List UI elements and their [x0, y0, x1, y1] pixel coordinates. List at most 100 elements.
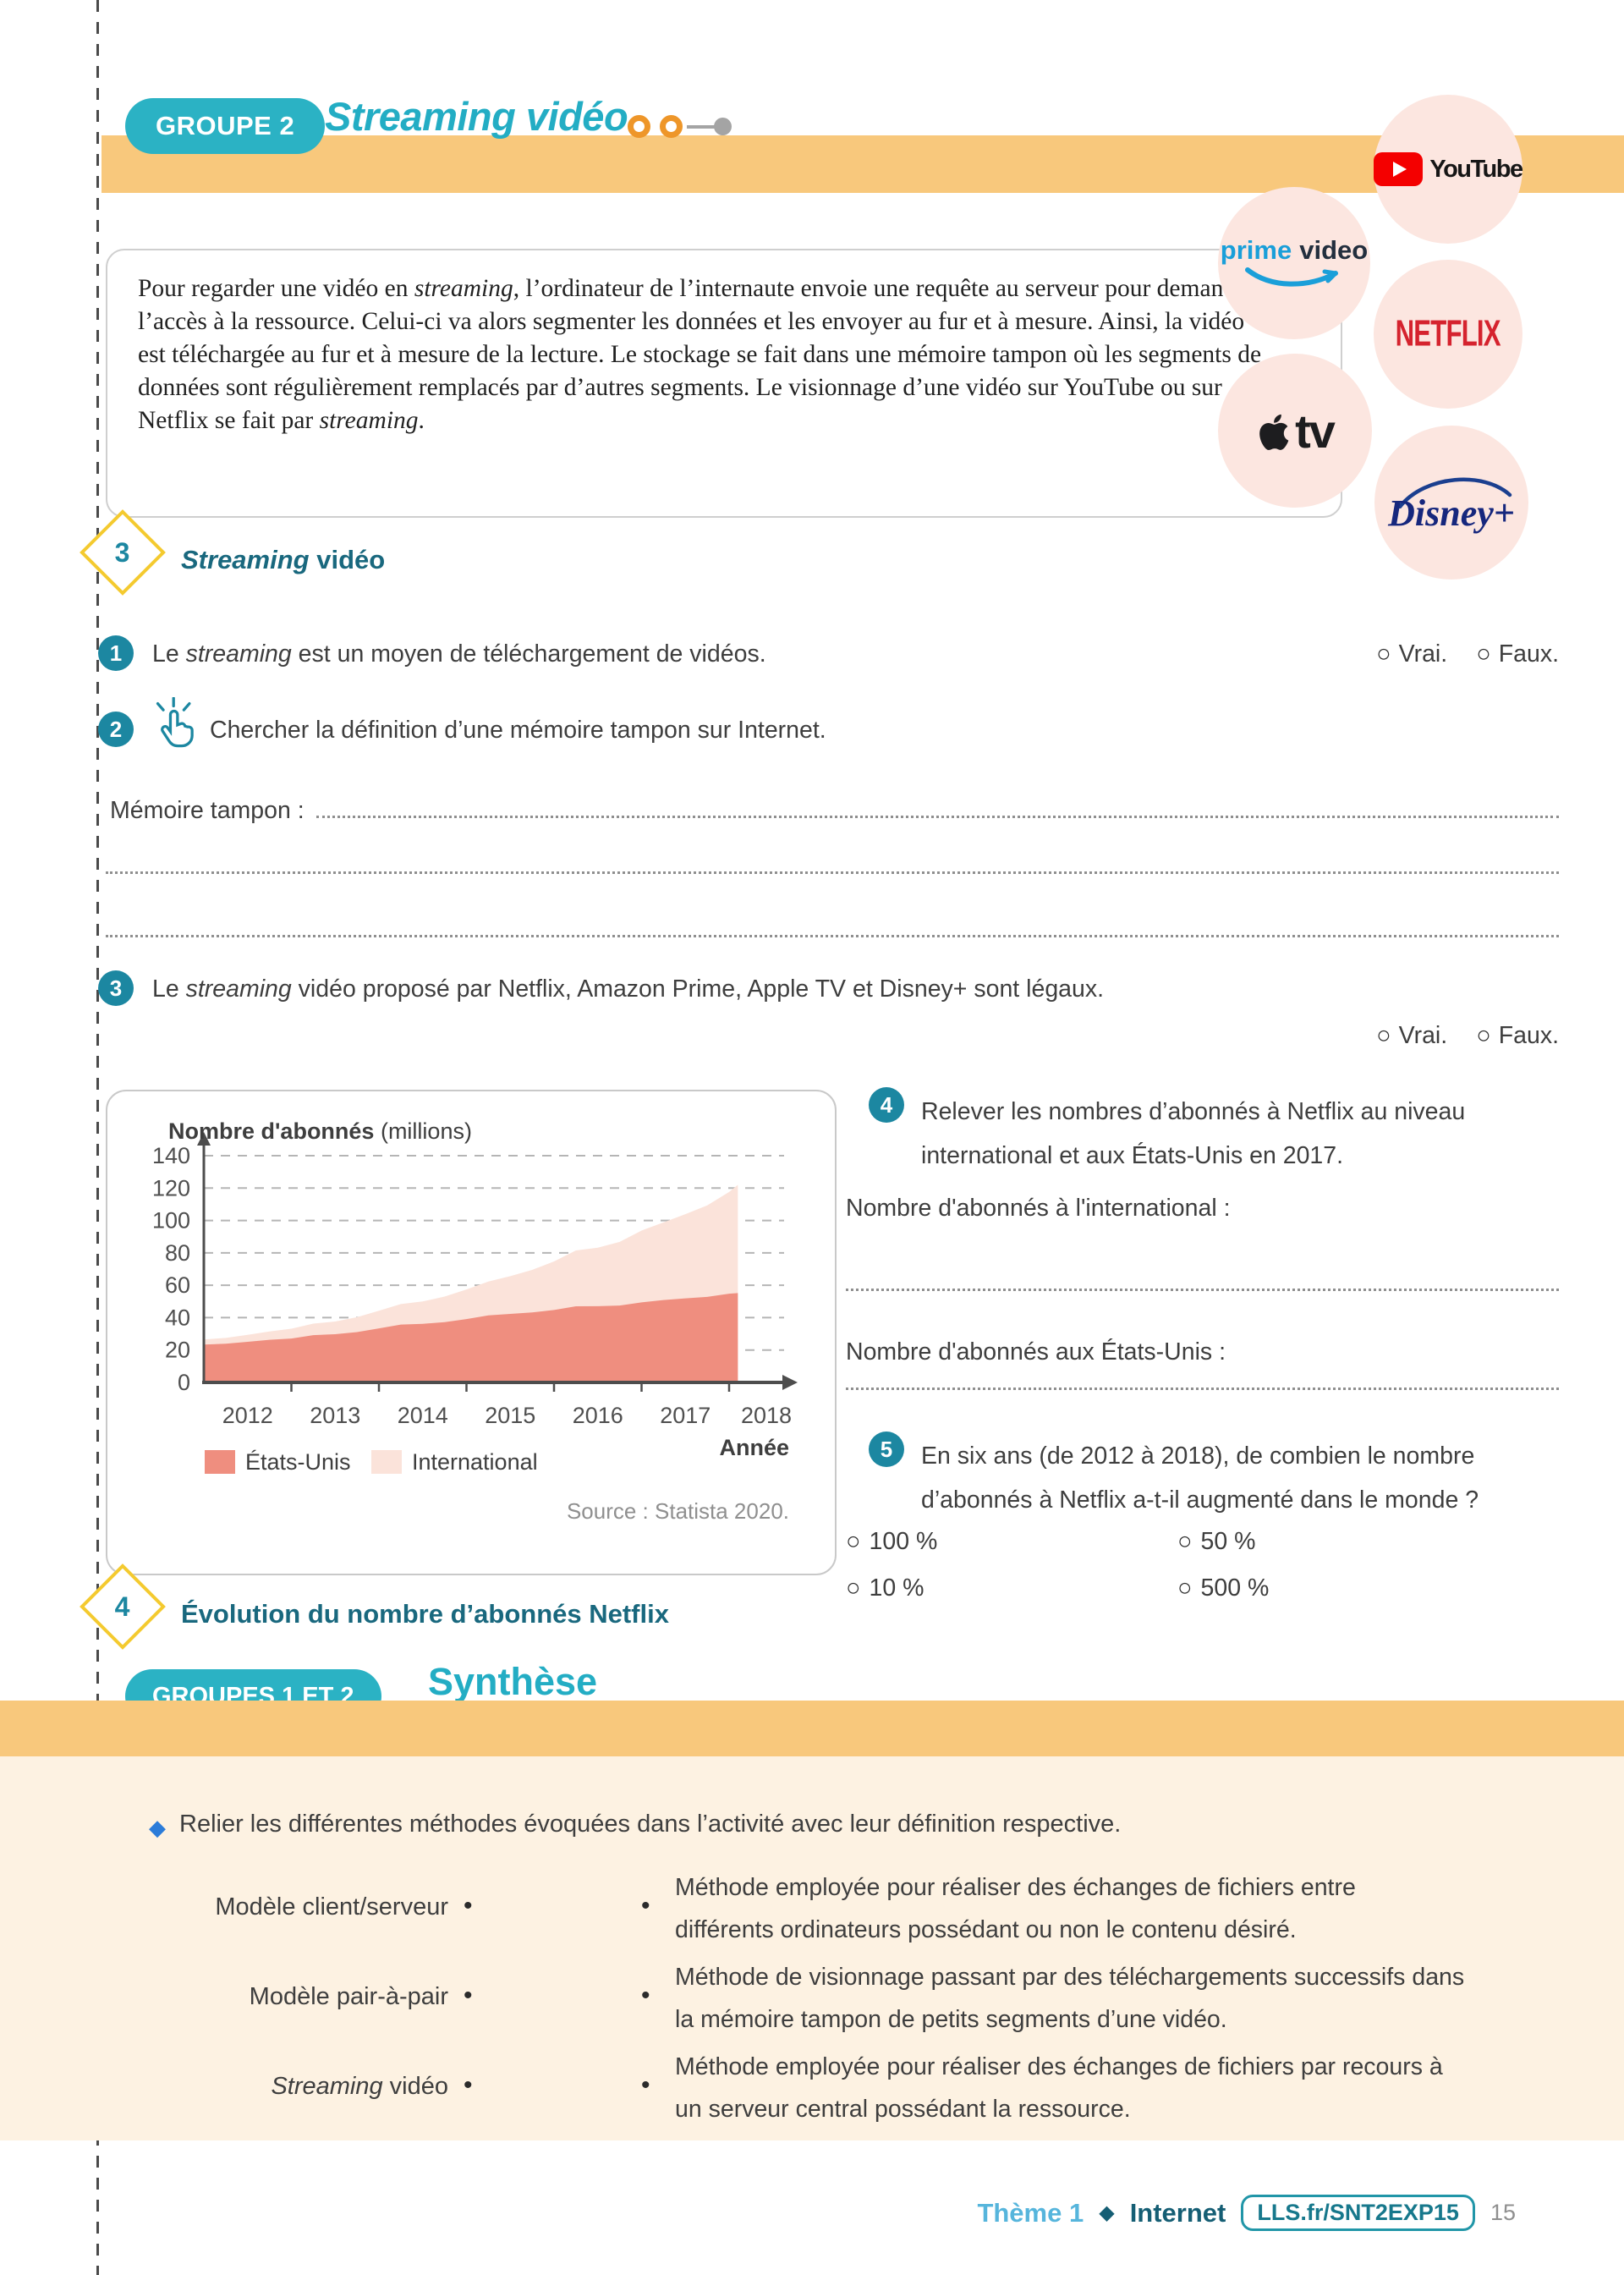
prime-video-logo: prime video [1218, 187, 1370, 339]
vrai-label: Vrai. [1398, 640, 1448, 668]
radio-icon: ○ [846, 1574, 861, 1602]
option-label: 50 % [1200, 1528, 1256, 1555]
match-term-streaming-video: Streaming vidéo [271, 2073, 448, 2100]
match-dot-left[interactable]: • [464, 2071, 473, 2099]
option-label: 10 % [869, 1574, 924, 1602]
appletv-wordmark: tv [1295, 404, 1336, 458]
question-2-text: Chercher la définition d’une mémoire tam… [210, 717, 826, 744]
svg-text:2018: 2018 [741, 1403, 792, 1428]
faux-option[interactable]: ○ Faux. [1476, 640, 1559, 668]
svg-text:80: 80 [165, 1240, 190, 1266]
option-label: 500 % [1200, 1574, 1270, 1602]
svg-text:Année: Année [719, 1435, 789, 1460]
question-4-text: Relever les nombres d’abonnés à Netflix … [921, 1098, 1466, 1169]
option-10[interactable]: ○ 10 % [846, 1574, 1177, 1602]
radio-icon: ○ [1376, 640, 1391, 668]
video-wordmark: video [1299, 235, 1369, 265]
match-dot-right[interactable]: • [641, 1981, 650, 2009]
synthesis-title: Synthèse [428, 1660, 598, 1703]
lls-reference-link[interactable]: LLS.fr/SNT2EXP15 [1241, 2195, 1475, 2231]
youtube-wordmark: YouTube [1429, 155, 1523, 183]
option-100[interactable]: ○ 100 % [846, 1528, 1177, 1556]
group-badge: GROUPE 2 [125, 98, 326, 154]
option-50[interactable]: ○ 50 % [1177, 1528, 1506, 1556]
match-term-pair-a-pair: Modèle pair-à-pair [249, 1983, 448, 2010]
faux-label: Faux. [1498, 1022, 1559, 1049]
question-1-truefalse: ○ Vrai. ○ Faux. [1376, 640, 1559, 668]
prime-wordmark: prime [1220, 235, 1292, 265]
disney-plus-logo: Disney+ [1374, 426, 1528, 580]
question-2-number: 2 [98, 712, 134, 747]
activity-title: Streaming vidéo [181, 545, 386, 574]
radio-icon: ○ [1476, 1022, 1491, 1049]
activity-number: 3 [115, 536, 130, 568]
question-1-number: 1 [98, 635, 134, 671]
svg-text:100: 100 [152, 1208, 190, 1234]
answer-line[interactable] [846, 1265, 1559, 1291]
svg-text:40: 40 [165, 1305, 190, 1330]
disney-wordmark: Disney+ [1388, 492, 1515, 534]
svg-text:États-Unis: États-Unis [245, 1449, 351, 1475]
svg-text:120: 120 [152, 1175, 190, 1201]
answer-line[interactable] [106, 911, 1559, 937]
option-label: 100 % [869, 1528, 938, 1555]
question-4-number: 4 [869, 1087, 904, 1123]
difficulty-dot-icon [660, 115, 683, 138]
intro-card [106, 249, 1342, 518]
match-dot-right[interactable]: • [641, 2071, 650, 2099]
vrai-option[interactable]: ○ Vrai. [1376, 1022, 1447, 1050]
radio-icon: ○ [1376, 1022, 1391, 1049]
answer-line[interactable] [846, 1364, 1559, 1390]
svg-text:2016: 2016 [573, 1403, 623, 1428]
footer-theme: Thème 1 [977, 2197, 1084, 2228]
bullet-diamond-icon: ◆ [149, 1815, 166, 1840]
footer-diamond-icon: ◆ [1099, 2201, 1115, 2224]
match-dot-left[interactable]: • [464, 1981, 473, 2009]
synthesis-band [0, 1701, 1624, 1758]
figure-number-diamond: 4 [80, 1563, 166, 1650]
disney-arc-icon [1397, 477, 1512, 508]
difficulty-dot-icon [628, 115, 650, 138]
option-500[interactable]: ○ 500 % [1177, 1574, 1506, 1602]
us-answer-label: Nombre d'abonnés aux États-Unis : [846, 1338, 1226, 1366]
question-1-text: Le streaming est un moyen de téléchargem… [152, 640, 766, 668]
header-band [102, 135, 1624, 193]
figure-caption: Évolution du nombre d’abonnés Netflix [181, 1599, 669, 1629]
vrai-option[interactable]: ○ Vrai. [1376, 640, 1447, 668]
faux-option[interactable]: ○ Faux. [1476, 1022, 1559, 1050]
amazon-smile-icon [1245, 267, 1338, 287]
difficulty-dot-connector [687, 124, 716, 129]
svg-text:Nombre d'abonnés (millions): Nombre d'abonnés (millions) [168, 1118, 472, 1144]
memory-answer-row: Mémoire tampon : [110, 794, 1559, 825]
answer-line[interactable] [315, 794, 1559, 818]
svg-text:2012: 2012 [222, 1403, 273, 1428]
match-term-client-serveur: Modèle client/serveur [215, 1893, 448, 1921]
footer-section: Internet [1129, 2197, 1226, 2228]
question-5-number: 5 [869, 1431, 904, 1467]
match-dot-left[interactable]: • [464, 1892, 473, 1920]
synthesis-instruction: Relier les différentes méthodes évoquées… [179, 1811, 1122, 1838]
intro-paragraph: Pour regarder une vidéo en streaming, l’… [138, 275, 1262, 434]
youtube-play-icon [1374, 152, 1424, 186]
svg-text:20: 20 [165, 1338, 190, 1363]
match-definition: Méthode de visionnage passant par des té… [675, 1964, 1465, 2033]
tap-hand-icon [156, 697, 194, 748]
question-3-number: 3 [98, 970, 134, 1006]
radio-icon: ○ [1476, 640, 1491, 668]
memory-label: Mémoire tampon : [110, 797, 304, 824]
question-5-text: En six ans (de 2012 à 2018), de combien … [921, 1442, 1479, 1514]
svg-text:60: 60 [165, 1272, 190, 1298]
apple-tv-logo: tv [1218, 354, 1372, 508]
youtube-logo: YouTube [1374, 95, 1523, 244]
radio-icon: ○ [1177, 1574, 1193, 1602]
svg-text:International: International [412, 1449, 538, 1475]
page-footer: Thème 1 ◆ Internet LLS.fr/SNT2EXP15 15 [977, 2195, 1516, 2231]
svg-text:2014: 2014 [398, 1403, 448, 1428]
vrai-label: Vrai. [1398, 1022, 1448, 1049]
match-dot-right[interactable]: • [641, 1892, 650, 1920]
answer-line[interactable] [106, 848, 1559, 874]
match-definition: Méthode employée pour réaliser des échan… [675, 2053, 1443, 2123]
difficulty-dots-icon [628, 115, 732, 138]
match-definition: Méthode employée pour réaliser des échan… [675, 1874, 1356, 1943]
